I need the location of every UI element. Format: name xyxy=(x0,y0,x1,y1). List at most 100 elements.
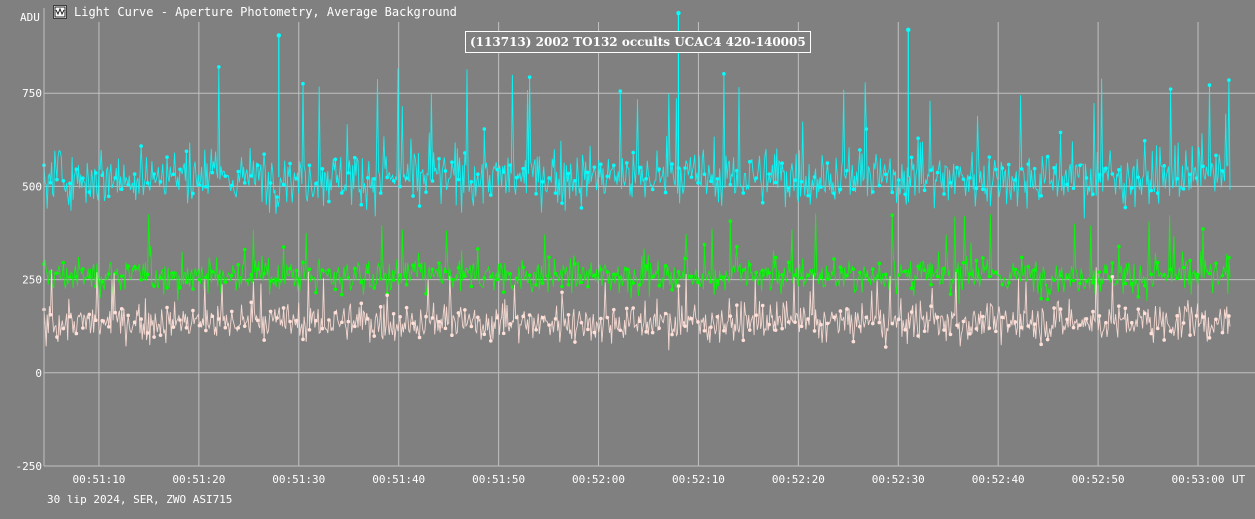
data-point xyxy=(81,326,85,330)
data-point xyxy=(1065,275,1069,280)
data-point xyxy=(793,320,797,324)
data-point xyxy=(754,270,759,275)
data-point xyxy=(922,268,927,272)
data-point xyxy=(566,171,571,176)
data-point xyxy=(599,267,603,272)
data-point xyxy=(968,176,972,180)
data-point xyxy=(333,157,338,162)
data-point xyxy=(1181,265,1186,270)
data-point xyxy=(709,279,713,284)
x-tick-label: 00:52:30 xyxy=(872,473,925,486)
data-point xyxy=(255,163,260,168)
data-point xyxy=(223,174,228,178)
data-point xyxy=(1201,227,1205,231)
data-point xyxy=(340,191,344,195)
data-point xyxy=(217,317,221,321)
data-point xyxy=(611,307,616,312)
data-point xyxy=(1097,270,1102,274)
data-point xyxy=(281,245,286,249)
data-point xyxy=(1039,342,1043,347)
data-point xyxy=(961,319,966,324)
data-point xyxy=(411,321,415,326)
data-point xyxy=(1045,154,1050,159)
data-point xyxy=(553,191,558,195)
data-point xyxy=(352,155,357,160)
data-point xyxy=(333,310,338,315)
data-point xyxy=(372,286,377,290)
data-point xyxy=(560,284,564,289)
data-point xyxy=(514,175,519,180)
data-point xyxy=(1188,172,1192,177)
data-point xyxy=(424,190,428,194)
data-point xyxy=(547,255,551,260)
data-point xyxy=(579,320,584,325)
data-point xyxy=(864,273,869,278)
data-point xyxy=(1000,166,1005,170)
data-point xyxy=(488,193,493,197)
data-point xyxy=(391,178,396,183)
window-title-bar: Light Curve - Aperture Photometry, Avera… xyxy=(53,3,457,21)
data-point xyxy=(851,267,856,272)
data-point xyxy=(819,185,823,189)
data-point xyxy=(55,335,59,339)
data-point xyxy=(961,177,966,181)
data-point xyxy=(786,185,791,190)
data-point xyxy=(670,162,674,166)
data-point xyxy=(1019,255,1024,260)
spike-point xyxy=(906,27,911,33)
data-point xyxy=(340,320,344,325)
data-point xyxy=(158,333,163,337)
light-curve-app-icon[interactable] xyxy=(53,5,67,19)
data-point xyxy=(93,171,98,175)
data-point xyxy=(864,315,869,320)
data-point xyxy=(935,315,940,320)
data-point xyxy=(909,286,914,291)
data-point xyxy=(327,199,331,204)
data-point xyxy=(249,272,253,277)
data-point xyxy=(398,273,402,277)
data-point xyxy=(728,219,733,224)
data-point xyxy=(1013,178,1018,182)
data-point xyxy=(877,183,882,188)
data-point xyxy=(463,274,467,278)
data-point xyxy=(877,320,882,325)
data-point xyxy=(1214,153,1218,158)
data-point xyxy=(217,274,221,279)
x-tick-label: 00:51:20 xyxy=(172,473,225,486)
data-point xyxy=(955,165,959,170)
data-point xyxy=(1084,317,1089,321)
data-point xyxy=(1168,87,1173,91)
data-point xyxy=(1058,130,1063,135)
data-point xyxy=(560,201,564,205)
data-point xyxy=(262,152,266,156)
data-point xyxy=(281,182,286,187)
data-point xyxy=(450,160,454,165)
data-point xyxy=(974,186,979,191)
data-point xyxy=(158,180,163,184)
data-point xyxy=(1175,176,1179,181)
data-point xyxy=(1162,163,1166,168)
data-point xyxy=(294,176,299,181)
data-point xyxy=(508,272,512,276)
data-point xyxy=(870,321,875,326)
data-point xyxy=(307,328,312,332)
data-point xyxy=(696,181,700,185)
data-point xyxy=(430,316,435,320)
data-point xyxy=(346,171,351,175)
data-point xyxy=(132,320,137,325)
data-point xyxy=(599,316,603,321)
data-point xyxy=(1071,325,1076,330)
data-point xyxy=(1078,281,1082,286)
data-point xyxy=(722,275,726,279)
data-point xyxy=(1142,311,1147,316)
data-point xyxy=(508,322,512,326)
data-point xyxy=(760,200,765,205)
data-point xyxy=(780,161,784,165)
data-point xyxy=(1091,192,1095,196)
spike-point xyxy=(276,33,282,38)
data-point xyxy=(657,283,661,288)
data-point xyxy=(197,183,202,187)
data-point xyxy=(618,328,623,333)
data-point xyxy=(1129,281,1134,286)
